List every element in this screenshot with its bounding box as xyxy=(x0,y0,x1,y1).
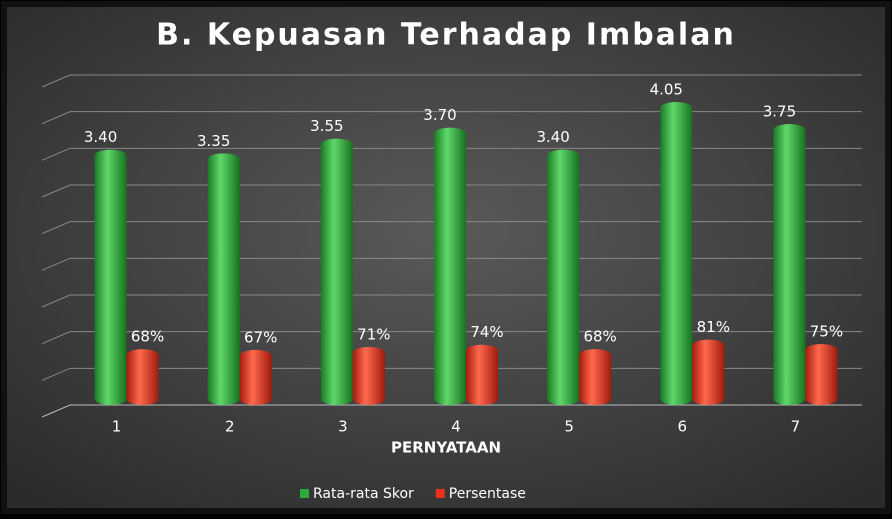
x-tick-label: 3 xyxy=(338,418,348,436)
bar xyxy=(805,344,838,405)
bar xyxy=(320,138,353,405)
x-tick-label: 2 xyxy=(225,418,235,436)
data-label: 3.70 xyxy=(423,106,456,124)
grid-line xyxy=(41,74,862,88)
bar xyxy=(773,124,806,405)
data-label: 3.35 xyxy=(197,132,230,150)
grid-line xyxy=(41,147,862,161)
bar xyxy=(692,339,725,405)
bar xyxy=(126,349,159,405)
grid-line xyxy=(41,294,862,308)
bar xyxy=(434,127,466,406)
data-label: 68% xyxy=(583,328,616,346)
data-label: 81% xyxy=(697,318,730,336)
bar xyxy=(547,149,580,405)
legend-swatch xyxy=(435,489,445,498)
grid-line xyxy=(41,221,862,235)
legend-label: Persentase xyxy=(449,486,526,502)
bar xyxy=(207,153,240,405)
bar xyxy=(660,102,693,405)
bar xyxy=(579,349,612,405)
data-label: 74% xyxy=(470,323,503,341)
data-label: 4.05 xyxy=(650,81,683,99)
x-tick-label: 1 xyxy=(112,418,122,436)
data-label: 3.40 xyxy=(84,128,117,146)
x-tick-label: 6 xyxy=(678,418,688,436)
chart-title: B. Kepuasan Terhadap Imbalan xyxy=(156,18,736,53)
grid-line xyxy=(41,331,862,345)
data-label: 71% xyxy=(357,325,390,343)
data-label: 3.40 xyxy=(536,128,569,146)
x-tick-label: 7 xyxy=(791,418,801,436)
bar xyxy=(239,349,272,405)
bar xyxy=(352,346,385,405)
data-label: 3.55 xyxy=(310,117,343,135)
grid-line xyxy=(41,184,862,198)
legend-swatch xyxy=(300,489,309,498)
bar xyxy=(94,149,127,405)
data-label: 67% xyxy=(244,328,277,346)
legend-label: Rata-rata Skor xyxy=(313,486,414,502)
data-label: 68% xyxy=(131,328,164,346)
bar xyxy=(466,344,498,405)
grid-line xyxy=(41,111,862,125)
x-tick-label: 5 xyxy=(564,418,574,436)
grid-line xyxy=(41,257,862,271)
data-label: 75% xyxy=(810,323,843,341)
grid-line xyxy=(41,404,862,418)
x-tick-label: 4 xyxy=(451,418,461,436)
data-label: 3.75 xyxy=(763,103,796,121)
x-axis-label: PERNYATAAN xyxy=(391,439,501,457)
